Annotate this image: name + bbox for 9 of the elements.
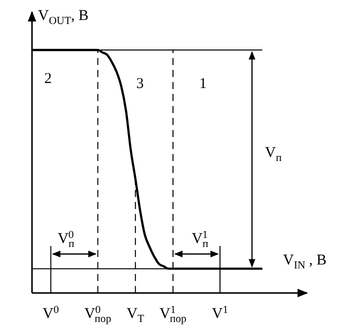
annotation: 3 bbox=[136, 76, 144, 92]
x-tick-label: V$^{0}$ bbox=[42, 304, 59, 322]
x-tick-label: V$^{1}$ bbox=[212, 304, 228, 322]
annotation: 1 bbox=[199, 76, 207, 92]
x-axis-title: V$_{IN}$ , В bbox=[283, 252, 327, 272]
annotation: 2 bbox=[44, 71, 52, 87]
y-axis-title: V$_{OUT}$, В bbox=[38, 8, 89, 27]
text: V$_{п}$ bbox=[265, 145, 282, 164]
x-tick-label: V$_{T}$ bbox=[126, 306, 145, 325]
